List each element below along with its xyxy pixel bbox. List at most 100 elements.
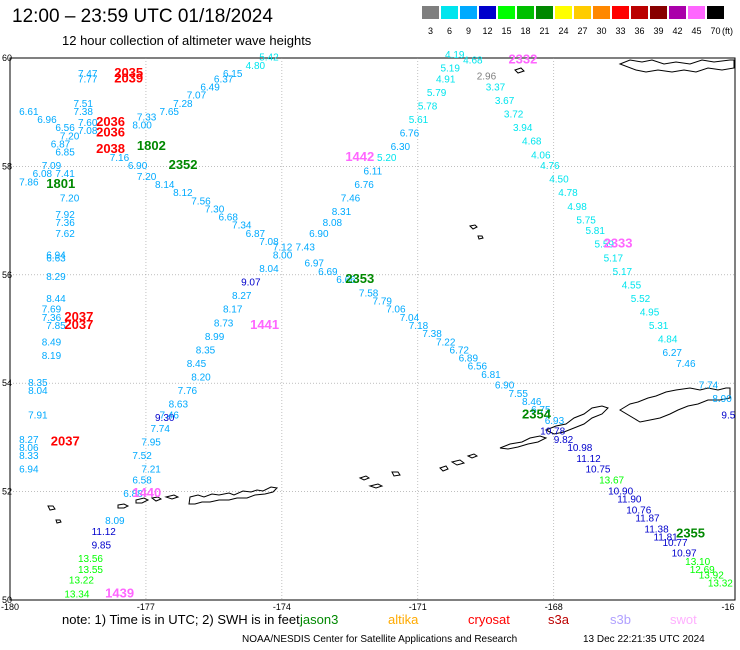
latitude-tick-label: 60 [2, 53, 12, 63]
wave-height-label: 6.11 [363, 167, 382, 178]
wave-height-label: 7.04 [400, 313, 420, 324]
footnote: note: 1) Time is in UTC; 2) SWH is in fe… [62, 612, 300, 627]
wave-height-label: 7.08 [78, 126, 98, 137]
wave-height-label: 2.96 [477, 72, 497, 83]
credit-line: NOAA/NESDIS Center for Satellite Applica… [242, 634, 518, 645]
wave-height-label: 7.06 [386, 305, 406, 316]
wave-height-label: 8.08 [323, 218, 343, 229]
wave-height-label: 5.17 [604, 253, 624, 264]
wave-height-label: 11.87 [635, 513, 660, 524]
color-scale-swatch [593, 6, 610, 19]
wave-height-label: 4.68 [522, 137, 542, 148]
pass-time-label: 2333 [604, 236, 633, 251]
color-scale-label: 3 [427, 26, 433, 36]
wave-height-label: 4.80 [246, 61, 266, 72]
wave-height-label: 8.27 [19, 435, 39, 446]
wave-height-label: 5.52 [631, 294, 651, 305]
wave-height-label: 8.63 [169, 400, 189, 411]
wave-height-label: 7.46 [160, 410, 180, 421]
color-scale-label: 39 [653, 26, 664, 36]
wave-height-label: 4.68 [463, 55, 483, 66]
pass-time-label: 1439 [105, 585, 134, 600]
wave-height-label: 7.36 [55, 218, 75, 229]
wave-height-label: 6.96 [37, 115, 57, 126]
wave-height-label: 8.90 [712, 394, 732, 405]
color-scale-swatch [536, 6, 553, 19]
pass-time-label: 2039 [114, 70, 143, 85]
wave-height-label: 10.98 [567, 443, 592, 454]
wave-height-label: 6.56 [55, 123, 75, 134]
wave-height-label: 7.77 [78, 74, 98, 85]
wave-height-label: 6.56 [468, 362, 488, 373]
andreanof-islands [358, 453, 479, 489]
latitude-tick-label: 52 [2, 487, 12, 497]
wave-height-label: 3.67 [495, 96, 515, 107]
wave-height-label: 7.58 [359, 288, 379, 299]
pribilof-islands [468, 224, 484, 240]
satellite-legend-item: swot [670, 612, 697, 627]
wave-height-label: 7.52 [132, 451, 152, 462]
pass-time-label: 2036 [96, 114, 125, 129]
color-scale-label: 45 [691, 26, 702, 36]
color-scale-swatch [574, 6, 591, 19]
wave-height-label: 5.81 [585, 226, 605, 237]
wave-height-label: 7.38 [73, 107, 93, 118]
wave-height-label: 8.04 [28, 386, 48, 397]
wave-height-label: 6.49 [200, 83, 220, 94]
color-scale-label: 9 [465, 26, 471, 36]
wave-height-label: 7.60 [78, 118, 98, 129]
wave-height-label: 7.62 [55, 229, 75, 240]
pass-time-label: 2037 [64, 309, 93, 324]
wave-height-label: 6.76 [400, 129, 420, 140]
wave-height-label: 13.67 [599, 475, 624, 486]
wave-height-label: 5.79 [427, 88, 447, 99]
wave-height-label: 3.37 [486, 83, 506, 94]
wave-height-label: 13.55 [78, 565, 103, 576]
wave-height-label: 6.37 [214, 74, 234, 85]
color-scale-label: 6 [446, 26, 452, 36]
wave-height-label: 6.85 [55, 148, 75, 159]
page-title: 12:00 – 23:59 UTC 01/18/2024 [12, 6, 273, 27]
wave-height-label: 8.45 [187, 359, 207, 370]
wave-height-label: 9.82 [554, 435, 574, 446]
wave-height-label: 5.19 [440, 64, 460, 75]
satellite-legend-item: s3b [610, 612, 631, 627]
wave-height-label: 7.65 [160, 107, 180, 118]
wave-height-label: 7.34 [232, 221, 252, 232]
wave-height-label: 7.20 [60, 131, 80, 142]
wave-height-label: 6.89 [459, 354, 479, 365]
wave-height-label: 13.34 [64, 589, 89, 600]
wave-height-label: 10.90 [608, 486, 633, 497]
wave-height-label: 7.36 [42, 313, 62, 324]
longitude-tick-label: -174 [273, 602, 291, 612]
alaska-peninsula [619, 387, 731, 423]
wave-height-labels: 5.424.806.156.376.497.077.287.657.338.00… [19, 50, 736, 600]
wave-height-label: 8.04 [259, 264, 279, 275]
color-scale-swatch [612, 6, 629, 19]
color-scale-label: 27 [577, 26, 588, 36]
color-scale-swatch [422, 6, 439, 19]
color-scale-swatch [669, 6, 686, 19]
longitude-tick-label: -177 [137, 602, 155, 612]
wave-height-label: 6.08 [33, 169, 53, 180]
wave-height-label: 8.19 [42, 351, 62, 362]
wave-height-label: 8.06 [19, 443, 39, 454]
longitude-tick-label: -16 [721, 602, 734, 612]
wave-height-label: 13.56 [78, 554, 103, 565]
wave-height-label: 6.87 [246, 229, 266, 240]
wave-height-label: 5.78 [418, 101, 438, 112]
pass-time-label: 1441 [250, 317, 279, 332]
wave-height-label: 5.17 [613, 267, 633, 278]
wave-height-label: 7.46 [676, 359, 696, 370]
wave-height-label: 8.35 [28, 378, 48, 389]
wave-height-label: 8.46 [522, 397, 542, 408]
wave-height-label: 8.33 [19, 451, 39, 462]
wave-height-label: 5.20 [377, 153, 397, 164]
color-scale-label: 21 [539, 26, 550, 36]
wave-height-label: 7.22 [436, 337, 456, 348]
color-scale-label: 12 [482, 26, 493, 36]
satellite-legend-item: jason3 [300, 612, 339, 627]
wave-height-label: 8.20 [191, 372, 211, 383]
wave-height-label: 7.07 [187, 91, 207, 102]
